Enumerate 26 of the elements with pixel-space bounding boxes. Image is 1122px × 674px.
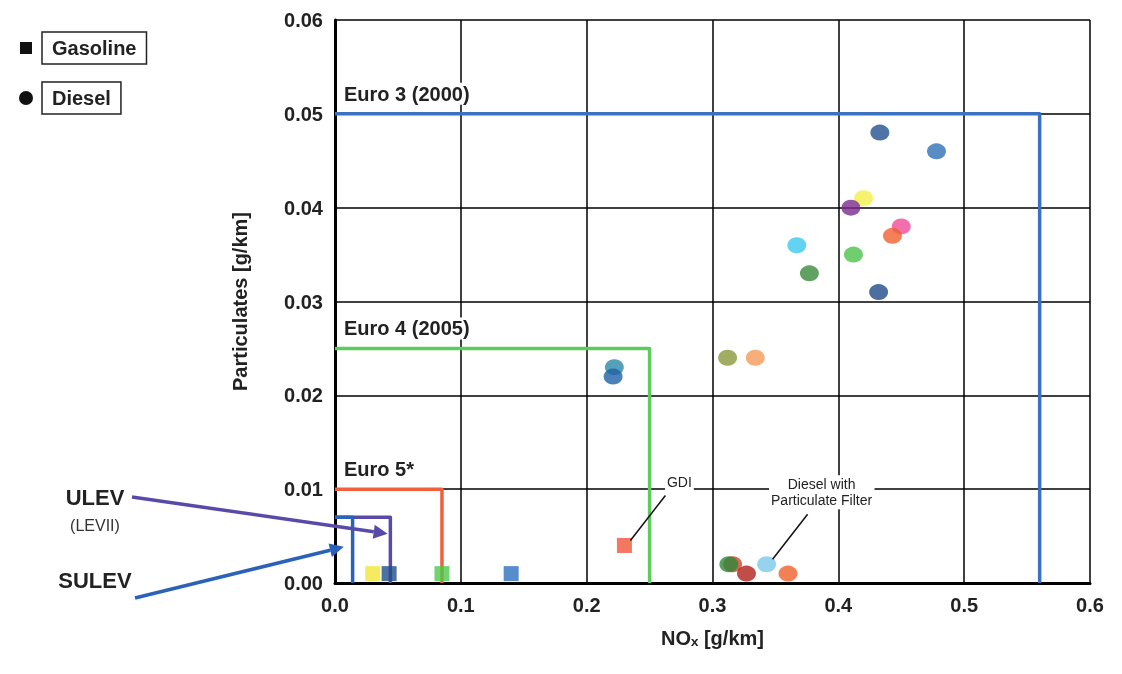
- y-tick-label: 0.05: [284, 102, 323, 125]
- x-axis-title: NOₓ [g/km]: [661, 627, 764, 649]
- y-tick-label: 0.01: [284, 478, 323, 501]
- text: Diesel: [52, 87, 111, 109]
- text: Gasoline: [52, 37, 137, 59]
- text: SULEV: [58, 568, 132, 593]
- text: ULEV: [65, 485, 125, 510]
- series-label: Euro 5*: [344, 458, 415, 481]
- x-tick-label: 0.3: [698, 594, 727, 616]
- x-tick-label: 0.2: [572, 594, 601, 616]
- text: (LEVII): [70, 517, 120, 534]
- y-tick-label: 0.00: [284, 572, 323, 594]
- y-tick-label: 0.03: [284, 290, 323, 313]
- series-label: Euro 4 (2005): [344, 317, 470, 340]
- y-tick-label: 0.06: [284, 9, 323, 31]
- x-tick-label: 0.6: [1076, 594, 1104, 616]
- y-tick-label: 0.04: [284, 196, 324, 219]
- annotation: GDI: [666, 474, 692, 491]
- y-tick-label: 0.02: [284, 384, 323, 407]
- x-tick-label: 0.0: [321, 594, 349, 616]
- series-label: Euro 3 (2000): [344, 82, 470, 105]
- y-axis-title: Particulates [g/km]: [229, 212, 251, 391]
- x-tick-label: 0.5: [950, 594, 979, 616]
- annotation: Diesel with Particulate Filter: [771, 476, 873, 509]
- x-tick-label: 0.4: [824, 594, 854, 616]
- x-tick-label: 0.1: [446, 594, 475, 616]
